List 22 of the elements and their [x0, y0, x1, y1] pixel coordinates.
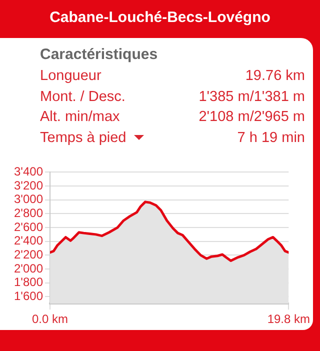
x-tick-label: 0.0 km	[32, 312, 68, 326]
y-tick-label: 2'800	[14, 206, 44, 220]
text: Longueur	[40, 68, 102, 84]
text: Temps à pied	[40, 130, 128, 146]
text: Alt. min/max	[40, 109, 120, 125]
y-tick-label: 1'600	[14, 288, 44, 303]
y-tick-label: 2'400	[14, 234, 44, 248]
y-tick-label: 3'200	[14, 178, 44, 192]
y-tick-label: 2'200	[14, 248, 44, 262]
y-tick-label: 3'400	[14, 164, 44, 179]
y-tick-label: 1'800	[14, 275, 44, 290]
chart-subtitle: Caractéristiques	[40, 46, 158, 63]
x-tick-label: 19.8 km	[267, 312, 310, 326]
text: 2'108 m/2'965 m	[198, 109, 305, 125]
text: 19.76 km	[245, 68, 305, 84]
text: 7 h 19 min	[237, 130, 305, 146]
text: 1'385 m/1'381 m	[198, 88, 305, 104]
y-tick-label: 2'000	[14, 261, 44, 276]
text: Mont. / Desc.	[40, 88, 126, 104]
chart-title: Cabane-Louché-Becs-Lovégno	[48, 9, 272, 26]
y-tick-label: 3'000	[14, 192, 44, 206]
y-tick-label: 2'600	[14, 220, 44, 234]
